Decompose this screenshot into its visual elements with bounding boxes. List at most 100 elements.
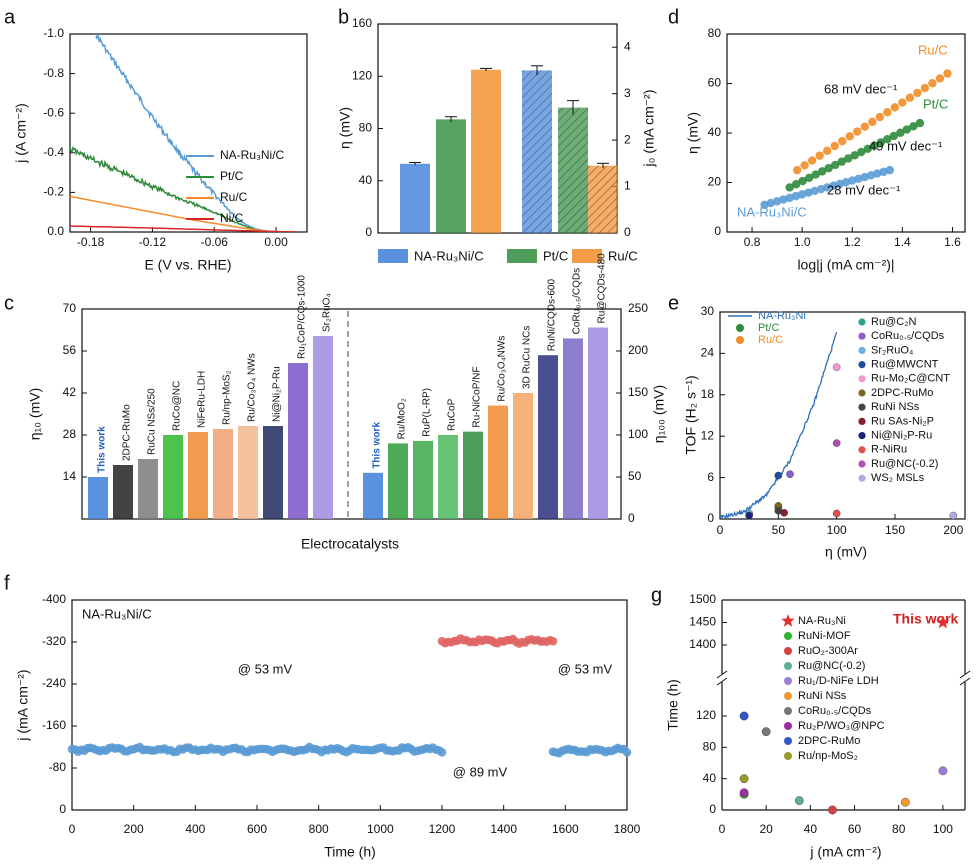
- data-point: [900, 797, 910, 807]
- y-tick-label: 120: [352, 68, 372, 82]
- y-tick-label: -0.6: [43, 105, 64, 119]
- legend-marker: [784, 707, 792, 715]
- y-axis-label: TOF (H₂ s⁻¹): [683, 375, 699, 454]
- y-tick-label: 0: [59, 802, 66, 816]
- x-tick-label: 80: [892, 822, 906, 836]
- data-point: [883, 108, 892, 117]
- data-point: [949, 511, 958, 520]
- plot-frame: [69, 33, 308, 233]
- data-point: [875, 112, 885, 122]
- bar: [288, 363, 308, 519]
- x-tick-label: -0.12: [139, 235, 167, 249]
- legend-label: Ni@Ni₂P-Ru: [871, 430, 932, 442]
- bar: [238, 426, 258, 519]
- y-tick-label: 80: [708, 26, 722, 40]
- bar-label: 2DPC-RuMo: [122, 404, 133, 461]
- x-tick-label: 0.00: [264, 235, 288, 249]
- legend-label: Ni/C: [220, 211, 244, 225]
- legend-marker: [784, 692, 792, 700]
- data-point: [943, 69, 952, 78]
- series-line: [95, 34, 297, 232]
- legend-marker: [858, 375, 866, 383]
- plot-frame: [71, 599, 628, 811]
- y-tick-label: 0: [714, 224, 721, 238]
- bar: [313, 336, 333, 519]
- y2-tick-label: 100: [628, 427, 648, 441]
- y-tick-label: -0.2: [43, 185, 64, 199]
- y-axis-label: Time (h): [665, 679, 681, 731]
- axis-break: [959, 670, 971, 679]
- y-tick-label: 20: [708, 175, 722, 189]
- y-axis-label: η₁₀ (mV): [27, 388, 43, 441]
- legend-label: Ru/C: [608, 248, 638, 263]
- legend-marker: [784, 632, 792, 640]
- bar-label: RuCo@NC: [172, 381, 183, 431]
- y2-tick-label: 250: [628, 301, 648, 315]
- legend-label: Pt/C: [543, 248, 568, 263]
- series-label: Pt/C: [923, 96, 948, 111]
- legend-label: 2DPC-RuMo: [798, 735, 860, 747]
- bar: [438, 435, 458, 519]
- legend-label: Pt/C: [758, 322, 779, 334]
- bar: [471, 69, 501, 233]
- x-tick-label: 1000: [367, 822, 394, 836]
- bar-hatch: [522, 70, 552, 233]
- bar-label: RuNi/CQDs-600: [547, 279, 558, 352]
- x-tick-label: 200: [943, 523, 963, 537]
- y-tick-label: 1400: [689, 637, 716, 651]
- data-point: [883, 134, 892, 144]
- y-tick-label: -0.4: [43, 145, 64, 159]
- bar: [513, 393, 533, 519]
- legend-marker: [858, 403, 866, 411]
- plot-frame: [719, 311, 966, 520]
- series-label: Ru/C: [918, 42, 948, 57]
- panel-letter: a: [4, 6, 16, 28]
- bar-label: NiFeRu-LDH: [197, 371, 208, 428]
- bar-label: Ru/MoO₂: [397, 398, 408, 439]
- panel-letter: g: [651, 584, 662, 606]
- x-tick-label: -0.06: [201, 235, 229, 249]
- slope-label: 68 mV dec⁻¹: [824, 81, 898, 96]
- legend-marker: [784, 662, 792, 670]
- data-point: [868, 117, 877, 127]
- legend-label: Ru/np-MoS₂: [798, 750, 858, 762]
- data-point: [761, 727, 771, 737]
- axis-break: [959, 677, 971, 686]
- bar: [488, 405, 508, 519]
- y-axis-label: η (mV): [337, 107, 353, 149]
- y-tick-label: -0.8: [43, 66, 64, 80]
- slope-label: 28 mV dec⁻¹: [827, 182, 901, 197]
- y-tick-label: 40: [703, 771, 717, 785]
- bar: [413, 440, 433, 519]
- y-tick-label: 12: [701, 428, 715, 442]
- bar: [588, 327, 608, 519]
- y2-tick-label: 3: [624, 86, 631, 100]
- data-point: [889, 131, 899, 141]
- legend-label: Ru@NC(-0.2): [798, 660, 865, 672]
- y2-tick-label: 0: [624, 225, 631, 239]
- legend-marker: [784, 647, 792, 655]
- data-point: [860, 122, 869, 131]
- segment-label: @ 53 mV: [558, 661, 613, 676]
- legend-marker: [858, 446, 866, 454]
- y-tick-label: -320: [42, 634, 66, 648]
- legend-label: Pt/C: [220, 169, 244, 183]
- data-point: [850, 151, 859, 160]
- bar-label: Ru@CQDs-480: [597, 253, 608, 324]
- legend-swatch: [736, 324, 744, 332]
- data-point: [791, 180, 801, 189]
- y-tick-label: 80: [703, 740, 717, 754]
- bar: [213, 429, 233, 519]
- x-tick-label: 150: [885, 523, 905, 537]
- x-tick-label: 1.0: [794, 235, 811, 249]
- legend-label: NA-Ru₃Ni: [758, 310, 806, 322]
- data-point: [938, 766, 948, 776]
- bar-label: Ru/Co₃O₄ NWs: [247, 353, 258, 422]
- y-tick-label: 56: [63, 343, 77, 357]
- x-axis-label: Electrocatalysts: [301, 536, 399, 552]
- data-point: [885, 165, 895, 175]
- legend-marker: [858, 389, 866, 397]
- x-tick-label: 1600: [552, 822, 579, 836]
- series-line: [70, 225, 297, 232]
